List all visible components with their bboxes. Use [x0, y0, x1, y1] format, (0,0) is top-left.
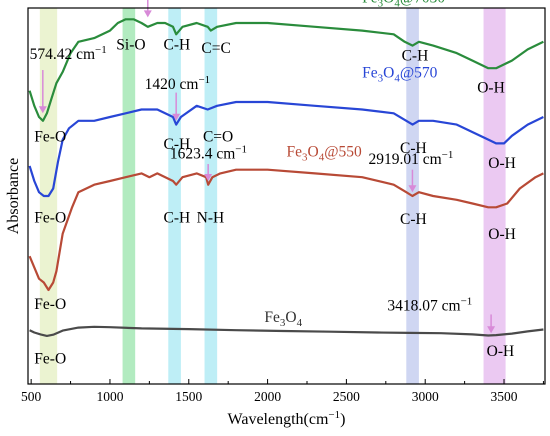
asg-oh-7030: O-H — [477, 80, 505, 97]
arrow-574 — [38, 70, 47, 114]
peak-2919: 2919.01 cm−1 — [368, 149, 453, 168]
arrow-1623 — [204, 164, 213, 181]
asg-nh: N-H — [197, 209, 225, 226]
asg-sio: Si-O — [116, 36, 145, 53]
x-tick-label-1000: 1000 — [96, 389, 123, 404]
asg-ch-570: C-H — [164, 136, 191, 153]
band-5 — [483, 8, 506, 384]
arrow-1240 — [143, 0, 152, 18]
series-line-3 — [29, 325, 544, 337]
x-tick-label-2500: 2500 — [333, 389, 360, 404]
band-2 — [168, 8, 181, 384]
series-line-1 — [28, 100, 544, 198]
band-3 — [204, 8, 218, 384]
x-tick-label-2000: 2000 — [254, 389, 281, 404]
x-tick-label-1500: 1500 — [175, 389, 202, 404]
peak-1623: 1623.4 cm−1 — [170, 143, 247, 162]
series-line-2 — [28, 168, 544, 292]
asg-oh-570: O-H — [488, 155, 516, 172]
x-axis-label: Wavelength(cm−1) — [228, 409, 346, 428]
x-tick-label-500: 500 — [21, 389, 42, 404]
asg-cc: C=C — [201, 40, 230, 57]
x-axis-ticks: 500 1000 1500 2000 2500 3000 3500 — [21, 379, 544, 404]
spectra-series — [28, 18, 544, 337]
arrow-3418 — [487, 314, 496, 334]
x-tick-label-3000: 3000 — [412, 389, 439, 404]
label-550: Fe3​O4​@550 — [287, 144, 362, 164]
peak-1420: 1420 cm−1 — [145, 74, 211, 93]
asg-ch-7030: C-H — [164, 36, 191, 53]
series-line-0 — [28, 18, 544, 122]
asg-ch-550: C-H — [164, 209, 191, 226]
asg-oh-550: O-H — [488, 226, 516, 243]
asg-ch-2900-570: C-H — [400, 140, 427, 157]
peak-574: 574.42 cm−1 — [30, 44, 107, 63]
label-570: Fe3​O4​@570 — [362, 65, 437, 85]
label-7030: Fe3​O4​@7030 — [362, 0, 445, 9]
asg-feo-fe3o4: Fe-O — [34, 350, 66, 367]
asg-ch-2900-550: C-H — [400, 211, 427, 228]
arrow-2919 — [408, 169, 417, 193]
absorption-bands — [39, 8, 506, 384]
arrow-1420 — [172, 92, 181, 121]
asg-ch-2900-7030: C-H — [402, 48, 429, 65]
asg-co: C=O — [203, 128, 233, 145]
band-1 — [122, 8, 136, 384]
asg-feo-7030: Fe-O — [34, 128, 66, 145]
label-fe3o4: Fe3​O4​ — [264, 309, 302, 329]
plot-frame — [27, 7, 546, 385]
asg-feo-550: Fe-O — [34, 296, 66, 313]
peak-3418: 3418.07 cm−1 — [387, 296, 472, 315]
asg-feo-570: Fe-O — [34, 209, 66, 226]
x-tick-label-3500: 3500 — [491, 389, 518, 404]
asg-oh-fe3o4: O-H — [487, 343, 515, 360]
peak-arrows — [38, 0, 496, 334]
annotation-labels: Fe3​O4​@7030 Fe3​O4​@570 Fe3​O4​@550 Fe3​O4… — [30, 0, 516, 367]
y-axis-label: Absorbance — [5, 158, 22, 234]
